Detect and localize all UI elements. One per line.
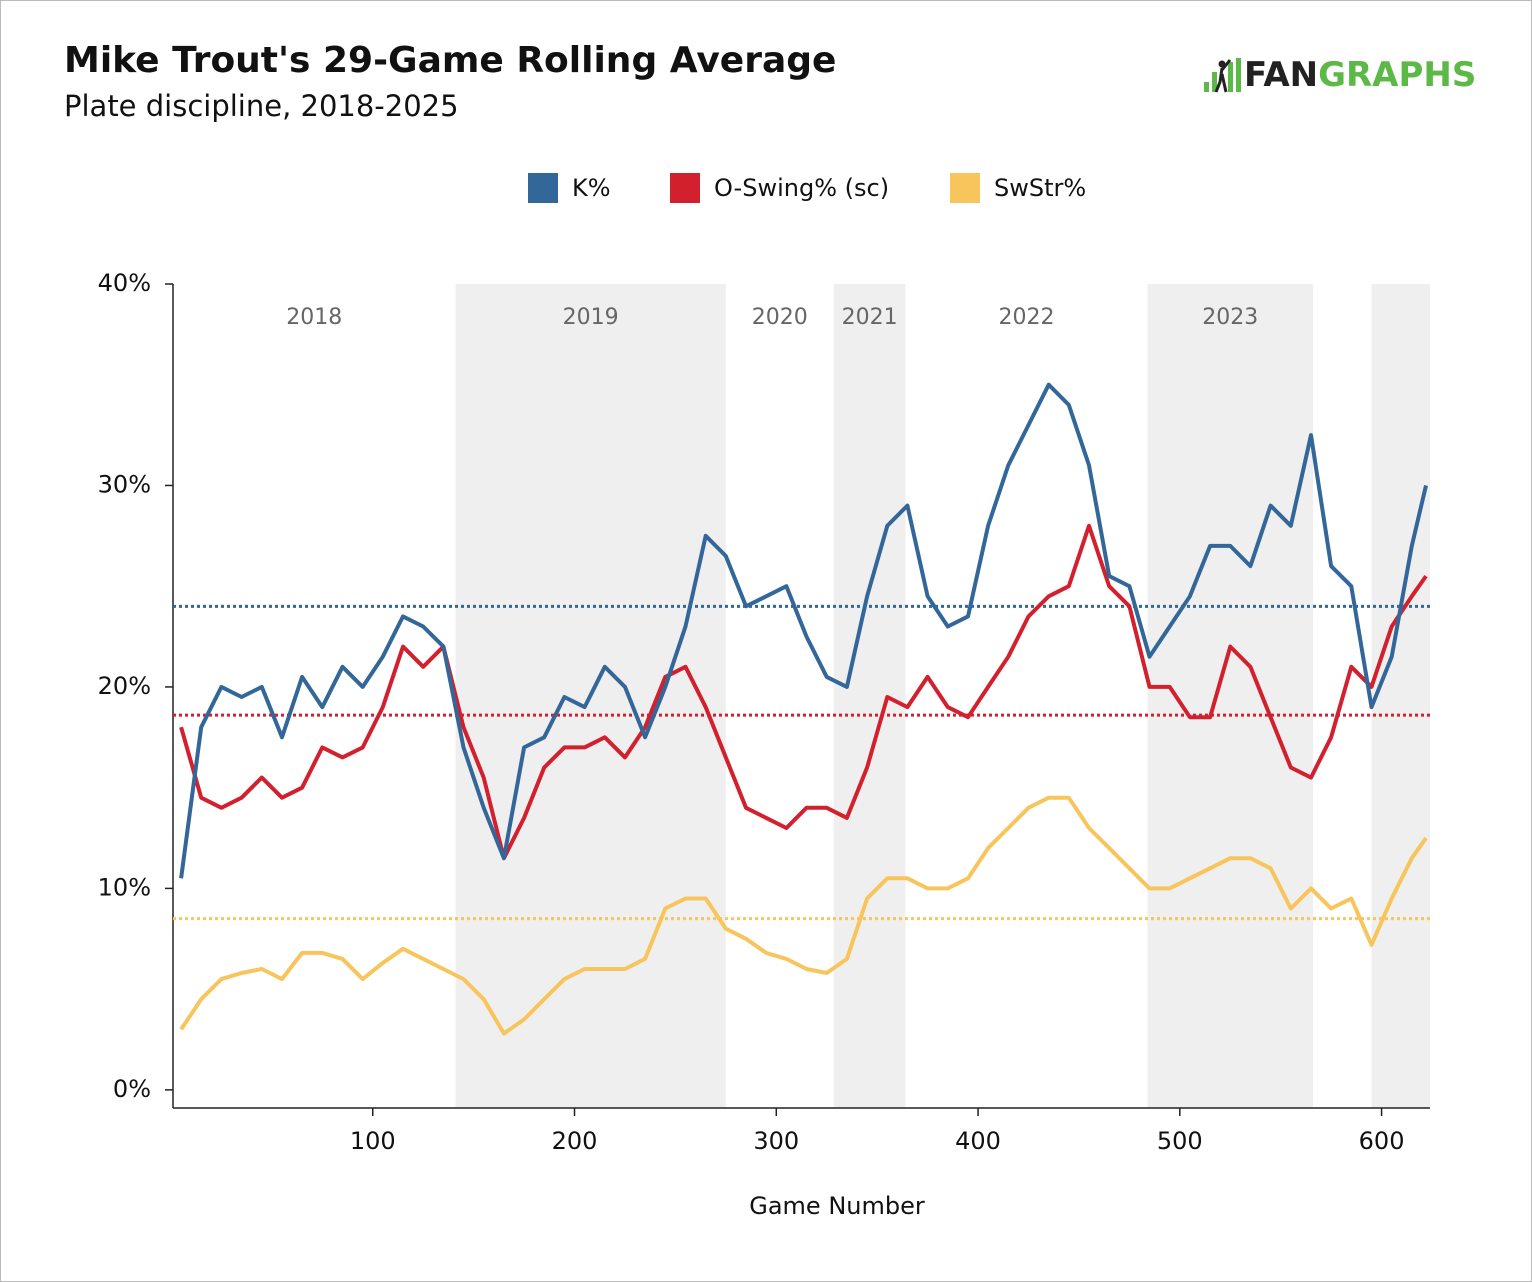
logo-left: FAN bbox=[1244, 55, 1318, 95]
logo-text: FANGRAPHS bbox=[1244, 55, 1476, 95]
logo-right: GRAPHS bbox=[1318, 55, 1476, 95]
y-tick-label: 30% bbox=[98, 470, 151, 498]
logo-bar bbox=[1204, 82, 1209, 92]
season-band bbox=[833, 284, 906, 1108]
x-tick-label: 600 bbox=[1359, 1127, 1405, 1155]
season-label: 2023 bbox=[1202, 305, 1258, 330]
x-axis-label: Game Number bbox=[749, 1192, 925, 1220]
logo-figure bbox=[1214, 59, 1232, 93]
y-tick-label: 10% bbox=[98, 873, 151, 901]
legend-swatch bbox=[950, 173, 980, 203]
x-tick-label: 100 bbox=[350, 1127, 396, 1155]
x-tick-label: 200 bbox=[552, 1127, 598, 1155]
logo-bar bbox=[1228, 62, 1233, 92]
chart-title: Mike Trout's 29-Game Rolling Average bbox=[64, 40, 836, 81]
x-tick-label: 500 bbox=[1157, 1127, 1203, 1155]
y-tick-label: 40% bbox=[98, 269, 151, 297]
legend-label: K% bbox=[572, 174, 611, 202]
season-label: 2020 bbox=[752, 305, 808, 330]
series-line bbox=[179, 523, 1428, 861]
legend-label: SwStr% bbox=[994, 174, 1086, 202]
logo: FANGRAPHS bbox=[1204, 55, 1476, 95]
logo-bar bbox=[1236, 58, 1241, 92]
x-tick-label: 400 bbox=[955, 1127, 1001, 1155]
season-band bbox=[1147, 284, 1313, 1108]
x-tick-label: 300 bbox=[753, 1127, 799, 1155]
chart-subtitle: Plate discipline, 2018-2025 bbox=[64, 89, 459, 123]
season-label: 2018 bbox=[286, 305, 342, 330]
season-label: 2021 bbox=[842, 305, 898, 330]
series-line bbox=[179, 382, 1428, 879]
legend-label: O-Swing% (sc) bbox=[714, 174, 889, 202]
season-label: 2022 bbox=[998, 305, 1054, 330]
logo-bar bbox=[1212, 72, 1217, 92]
series-line bbox=[179, 795, 1428, 1036]
season-band bbox=[1371, 284, 1430, 1108]
season-label: 2019 bbox=[563, 305, 619, 330]
y-tick-label: 20% bbox=[98, 672, 151, 700]
legend-swatch bbox=[670, 173, 700, 203]
legend-swatch bbox=[528, 173, 558, 203]
y-tick-label: 0% bbox=[113, 1075, 151, 1103]
